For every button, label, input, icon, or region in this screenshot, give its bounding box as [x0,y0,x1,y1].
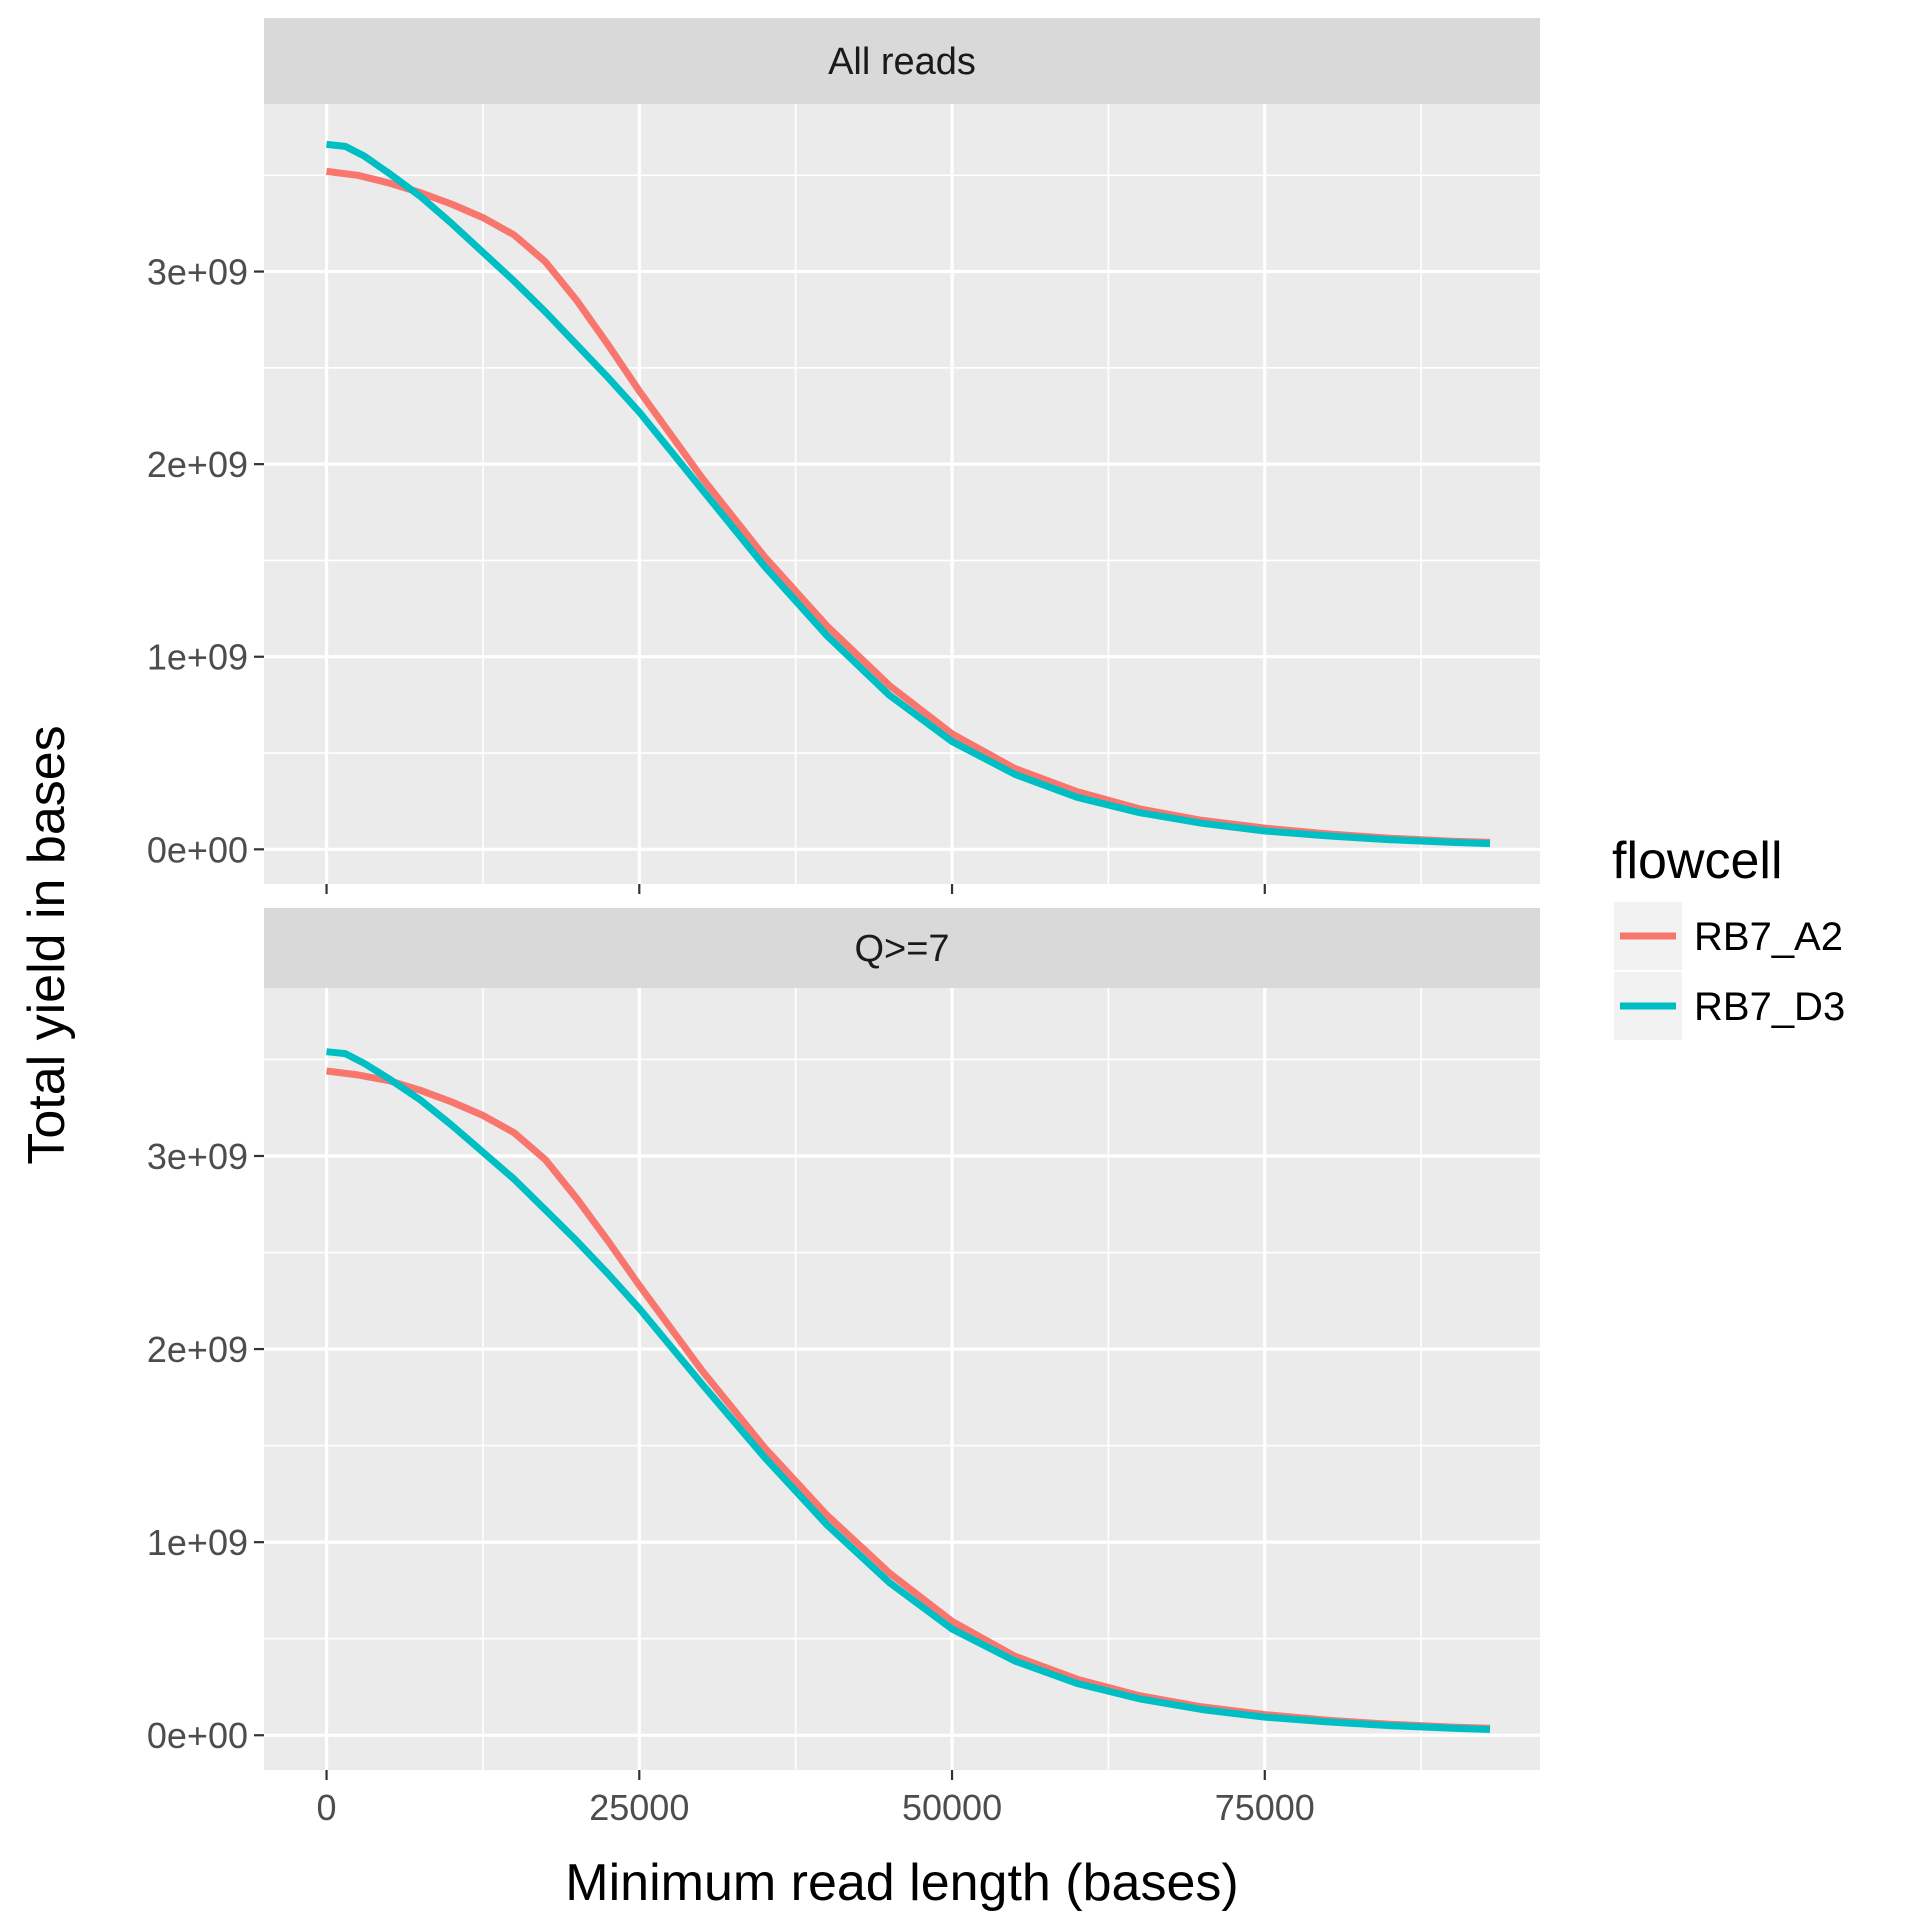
y-tick-label: 1e+09 [147,637,248,678]
panel-background [264,988,1540,1770]
facet-strip-label: All reads [828,41,976,83]
panel-1: All reads [264,18,1540,884]
y-tick-label: 0e+00 [147,829,248,870]
panels-layer: All reads Q>=7 [264,18,1540,1770]
y-tick-label: 2e+09 [147,444,248,485]
panel-2: Q>=7 [264,908,1540,1770]
axes-layer: 0e+00 1e+09 2e+09 3e+09 0e+00 1e+09 2e+09 3e+09… [147,252,1315,1828]
panel-background [264,104,1540,884]
y-tick-label: 0e+00 [147,1715,248,1756]
legend-entry-label: RB7_D3 [1694,985,1845,1029]
series-line-rb7-d3 [326,140,1491,848]
facet-strip [264,18,1540,104]
facet-strip [264,908,1540,988]
x-tick-label: 0 [317,1787,337,1828]
y-tick-label: 3e+09 [147,1136,248,1177]
legend: flowcell RB7_A2 RB7_D3 [1612,832,1845,1040]
x-tick-label: 75000 [1215,1787,1315,1828]
x-tick-label: 25000 [589,1787,689,1828]
facet-strip-label: Q>=7 [854,928,949,970]
legend-entry-label: RB7_A2 [1694,915,1843,959]
y-tick-label: 2e+09 [147,1329,248,1370]
y-tick-label: 1e+09 [147,1522,248,1563]
y-tick-label: 3e+09 [147,252,248,293]
y-axis-title: Total yield in bases [18,725,76,1164]
series-line-rb7-d3 [326,1048,1491,1733]
x-tick-label: 50000 [902,1787,1002,1828]
x-axis-title: Minimum read length (bases) [565,1854,1238,1912]
legend-title: flowcell [1612,832,1783,890]
